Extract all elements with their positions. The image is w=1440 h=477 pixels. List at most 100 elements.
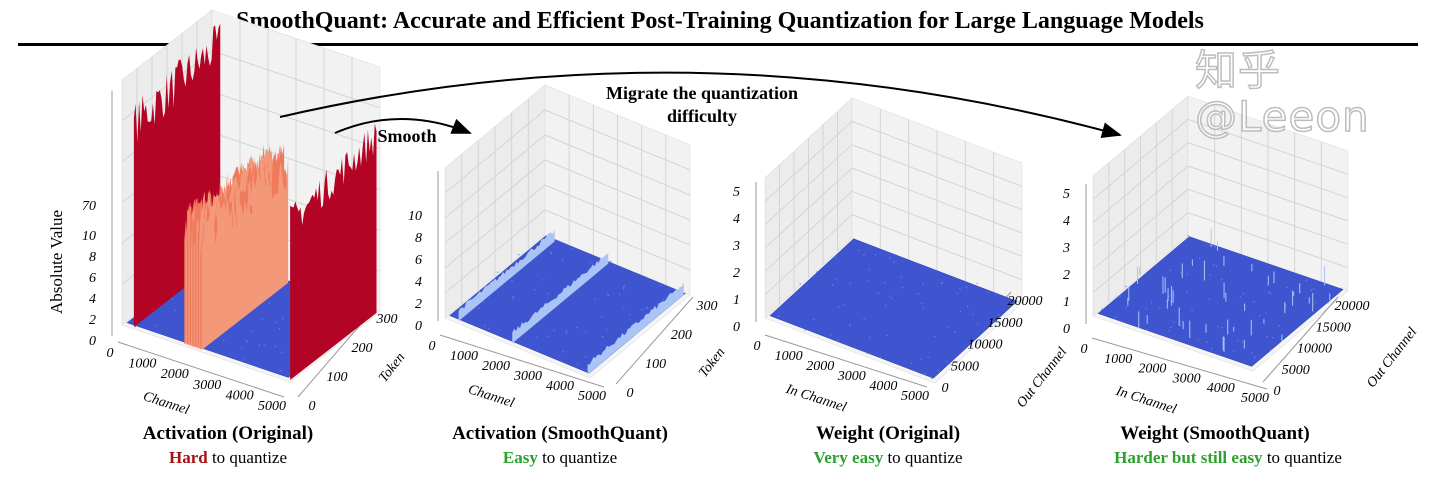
surface-noise (886, 334, 889, 337)
surface-noise (1206, 341, 1209, 343)
x-axis-label: In Channel (783, 382, 848, 416)
grid-line (764, 120, 1023, 202)
z-tick-label: 2 (1063, 268, 1070, 283)
surface-noise (945, 360, 948, 362)
surface-noise (622, 286, 625, 288)
surface-noise (1266, 335, 1268, 338)
y-tick-label: 10000 (1297, 342, 1332, 357)
z-tick-label: 2 (415, 297, 422, 312)
surface-noise (891, 297, 893, 300)
surface-noise (1254, 356, 1256, 359)
surface-noise (959, 310, 962, 313)
surface-noise (837, 306, 840, 308)
y-tick-label: 15000 (1316, 320, 1351, 335)
surface-noise (609, 260, 612, 263)
surface-noise (834, 278, 837, 281)
surface-noise (888, 257, 891, 259)
grid-line (764, 144, 1023, 226)
panel-2: 0123450100020003000400050000500010000150… (732, 97, 1070, 416)
y-tick-label: 20000 (1008, 294, 1043, 309)
surface-noise (1209, 273, 1212, 276)
surface-noise (966, 305, 969, 308)
surface-noise (829, 334, 832, 336)
surface-noise (268, 302, 271, 304)
surface-noise (1198, 257, 1201, 259)
z-tick-label: 4 (89, 292, 96, 307)
surface-noise (478, 307, 481, 309)
surface-noise (1186, 273, 1188, 276)
surface-noise (965, 286, 968, 289)
surface-noise (550, 252, 552, 255)
surface-noise (842, 304, 845, 306)
migrate-label-2: difficulty (667, 106, 737, 126)
x-tick-label: 4000 (869, 379, 897, 394)
x-axis-line (117, 341, 285, 398)
surface-noise (280, 351, 283, 353)
surface-noise (927, 356, 930, 359)
surface-noise (1239, 296, 1242, 298)
surface-noise (628, 313, 631, 316)
surface-noise (623, 306, 625, 308)
watermark: 知乎 @Leeon (1194, 46, 1370, 141)
y-tick-label: 0 (309, 399, 316, 414)
outlier-channel-wall (290, 123, 377, 381)
surface-noise (1125, 306, 1128, 308)
surface-noise (553, 329, 556, 332)
grid-line (1092, 118, 1349, 200)
z-axis-label: Absolute Value (47, 210, 66, 314)
surface-noise (223, 339, 225, 342)
surface-noise (837, 339, 839, 341)
x-axis-label: Channel (466, 382, 516, 411)
z-tick-label: 2 (733, 266, 740, 281)
surface-noise (1340, 287, 1343, 290)
surface-noise (1268, 291, 1270, 294)
surface-noise (799, 283, 802, 285)
y-tick-label: 10000 (968, 338, 1003, 353)
surface-noise (1312, 287, 1315, 290)
surface-noise (1269, 348, 1272, 351)
y-tick-label: 0 (942, 381, 949, 396)
y-tick-label: 5000 (1282, 363, 1310, 378)
surface-noise (866, 352, 869, 355)
surface-noise (1253, 300, 1255, 303)
x-axis-line (1091, 337, 1268, 390)
surface-noise (1265, 312, 1267, 315)
z-tick-label: 3 (1062, 241, 1070, 256)
grid-line (444, 134, 691, 219)
surface-noise (1208, 298, 1211, 301)
surface-noise (863, 253, 865, 256)
x-tick-label: 5000 (578, 389, 606, 404)
figure-title: SmoothQuant: Accurate and Efficient Post… (236, 8, 1204, 34)
grid-line (444, 109, 691, 194)
surface-noise (622, 287, 625, 290)
surface-noise (1221, 326, 1224, 329)
surface-noise (1169, 269, 1172, 272)
surface (769, 238, 1018, 379)
surface-noise (1217, 325, 1219, 328)
surface-noise (174, 309, 176, 312)
z-tick-label: 0 (733, 320, 740, 335)
surface-noise (1241, 341, 1244, 343)
surface-noise (804, 329, 806, 331)
surface-noise (1214, 245, 1216, 248)
subcaption-activation-original: Hard to quantize (168, 448, 288, 467)
x-tick-label: 1000 (1104, 352, 1132, 367)
y-tick-label: 0 (1274, 384, 1281, 399)
surface-noise (1101, 308, 1103, 311)
z-tick-label: 4 (733, 212, 740, 227)
smooth-arrow (334, 118, 472, 134)
surface-noise (1173, 321, 1176, 324)
surface-noise (1185, 291, 1188, 294)
z-tick-label: 70 (82, 199, 96, 214)
surface-noise (251, 330, 254, 333)
subcaption-activation-smoothquant: Easy to quantize (502, 448, 618, 467)
caption-weight-smoothquant: Weight (SmoothQuant) (1120, 423, 1310, 444)
surface-noise (849, 282, 852, 285)
x-tick-label: 4000 (226, 388, 254, 403)
surface-noise (1179, 324, 1182, 327)
surface-noise (1258, 315, 1261, 317)
x-axis-line (764, 334, 928, 388)
surface-noise (885, 304, 887, 307)
